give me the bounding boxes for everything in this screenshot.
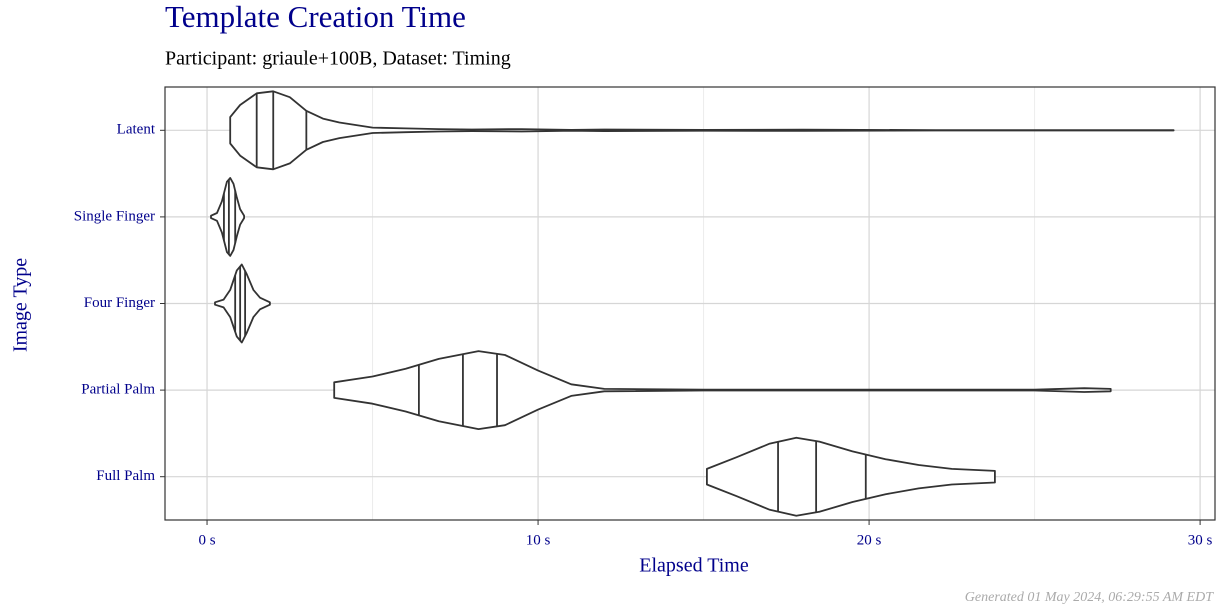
x-tick-label: 20 s — [857, 532, 882, 548]
y-axis-label: Image Type — [10, 258, 32, 352]
x-tick-label: 0 s — [198, 532, 215, 548]
violin — [210, 177, 245, 257]
footnote: Generated 01 May 2024, 06:29:55 AM EDT — [965, 590, 1214, 605]
chart-subtitle: Participant: griaule+100B, Dataset: Timi… — [165, 48, 511, 70]
x-tick-label: 10 s — [526, 532, 551, 548]
violin — [214, 263, 271, 344]
y-tick-label: Latent — [117, 122, 156, 138]
y-tick-label: Single Finger — [74, 208, 155, 224]
y-tick-label: Partial Palm — [81, 382, 155, 398]
violin — [333, 350, 1112, 430]
violin — [706, 436, 996, 517]
y-tick-label: Full Palm — [96, 468, 155, 484]
x-axis-label: Elapsed Time — [639, 555, 749, 577]
x-tick-label: 30 s — [1188, 532, 1213, 548]
panel-border — [164, 86, 1216, 521]
chart-title: Template Creation Time — [165, 0, 466, 34]
y-tick-label: Four Finger — [84, 295, 155, 311]
violin — [229, 90, 1175, 171]
